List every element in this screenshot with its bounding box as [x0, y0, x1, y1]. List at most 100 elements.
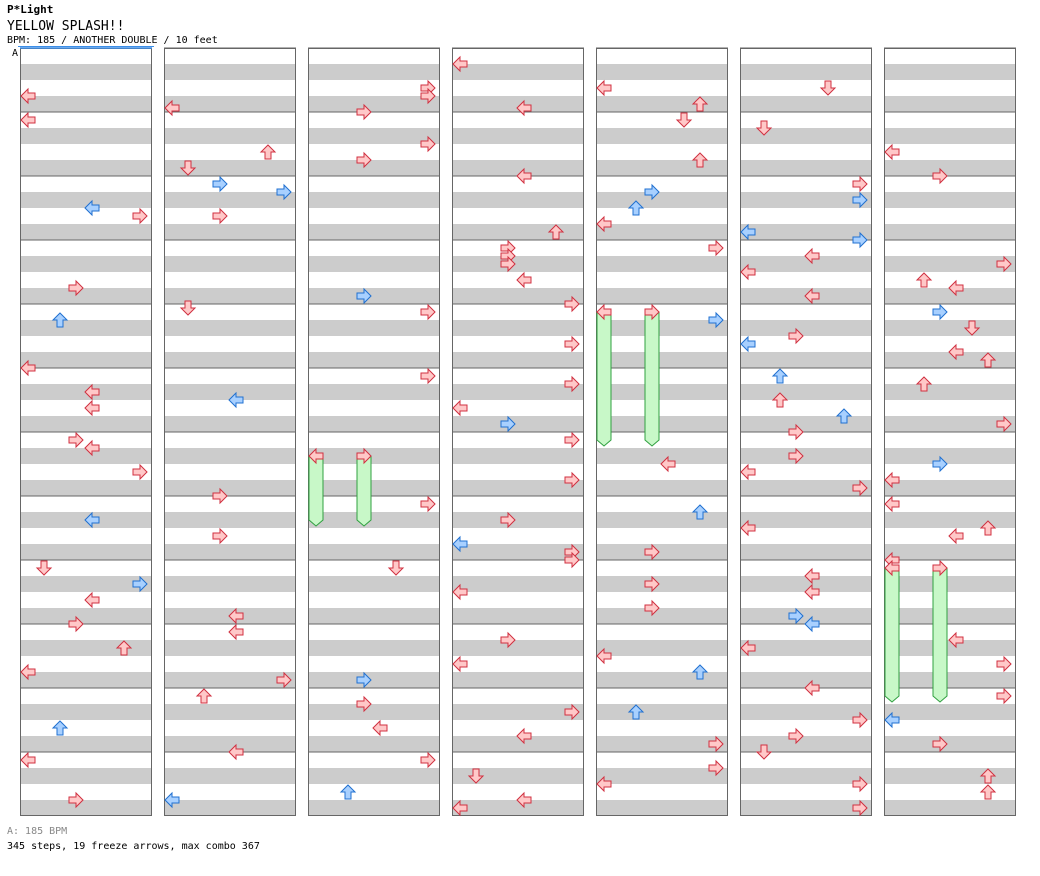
tempo-start-line	[18, 46, 154, 47]
step-arrow-left	[516, 167, 532, 185]
beat-stripe	[884, 368, 1016, 384]
step-arrow-left	[228, 743, 244, 761]
beat-stripe	[164, 208, 296, 224]
beat-stripe	[20, 448, 152, 464]
beat-stripe	[740, 800, 872, 816]
step-arrow-right	[788, 607, 804, 625]
step-arrow-right	[932, 735, 948, 753]
beat-stripe	[452, 144, 584, 160]
step-arrow-left	[452, 55, 468, 73]
beat-stripe	[596, 272, 728, 288]
beat-stripe	[740, 656, 872, 672]
beat-stripe	[308, 672, 440, 688]
step-arrow-left	[84, 199, 100, 217]
step-arrow-left	[804, 567, 820, 585]
lane-border	[740, 48, 872, 816]
step-arrow-up	[115, 640, 133, 656]
step-arrow-left	[740, 463, 756, 481]
beat-stripe	[740, 528, 872, 544]
step-arrow-left	[596, 775, 612, 793]
beat-stripe	[452, 368, 584, 384]
step-arrow-right	[132, 463, 148, 481]
step-arrow-left	[164, 791, 180, 809]
beat-stripe	[740, 272, 872, 288]
beat-stripe	[308, 496, 440, 512]
beat-stripe	[452, 304, 584, 320]
step-arrow-right	[212, 207, 228, 225]
step-arrow-left	[84, 383, 100, 401]
beat-stripe	[20, 608, 152, 624]
step-arrow-down	[819, 80, 837, 96]
beat-stripe	[596, 704, 728, 720]
beat-stripe	[164, 800, 296, 816]
beat-stripe	[20, 560, 152, 576]
beat-stripe	[452, 256, 584, 272]
beat-stripe	[884, 288, 1016, 304]
beat-stripe	[884, 592, 1016, 608]
beat-stripe	[740, 208, 872, 224]
beat-stripe	[596, 112, 728, 128]
beat-stripe	[884, 176, 1016, 192]
beat-stripe	[20, 336, 152, 352]
beat-stripe	[164, 736, 296, 752]
beat-stripe	[452, 672, 584, 688]
beat-stripe	[164, 432, 296, 448]
beat-stripe	[20, 128, 152, 144]
step-arrow-left	[596, 215, 612, 233]
beat-stripe	[596, 672, 728, 688]
beat-stripe	[20, 528, 152, 544]
beat-stripe	[740, 304, 872, 320]
step-arrow-right	[356, 695, 372, 713]
beat-stripe	[884, 272, 1016, 288]
beat-stripe	[20, 240, 152, 256]
lane-column	[164, 47, 296, 816]
step-arrow-up	[691, 152, 709, 168]
step-arrow-right	[356, 103, 372, 121]
beat-stripe	[452, 496, 584, 512]
step-arrow-left	[740, 519, 756, 537]
beat-stripe	[596, 96, 728, 112]
beat-stripe	[740, 704, 872, 720]
beat-stripe	[596, 736, 728, 752]
beat-stripe	[164, 80, 296, 96]
step-arrow-left	[20, 751, 36, 769]
beat-stripe	[452, 80, 584, 96]
freeze-arrow	[308, 455, 324, 527]
beat-stripe	[884, 336, 1016, 352]
beat-stripe	[596, 64, 728, 80]
beat-stripe	[308, 784, 440, 800]
beat-stripe	[308, 736, 440, 752]
beat-stripe	[308, 768, 440, 784]
beat-stripe	[596, 448, 728, 464]
beat-stripe	[740, 672, 872, 688]
beat-stripe	[308, 64, 440, 80]
beat-stripe	[308, 192, 440, 208]
lane-border	[164, 48, 296, 816]
beat-stripe	[596, 544, 728, 560]
step-arrow-down	[387, 560, 405, 576]
beat-stripe	[164, 688, 296, 704]
beat-stripe	[740, 448, 872, 464]
step-arrow-right	[420, 135, 436, 153]
step-arrow-down	[467, 768, 485, 784]
beat-stripe	[164, 64, 296, 80]
beat-stripe	[164, 128, 296, 144]
beat-stripe	[596, 592, 728, 608]
step-arrow-left	[740, 639, 756, 657]
beat-stripe	[452, 768, 584, 784]
beat-stripe	[308, 320, 440, 336]
step-arrow-up	[691, 96, 709, 112]
step-arrow-down	[755, 744, 773, 760]
beat-stripe	[596, 608, 728, 624]
beat-stripe	[740, 64, 872, 80]
beat-stripe	[452, 224, 584, 240]
freeze-head-arrow	[596, 303, 612, 321]
beat-stripe	[740, 80, 872, 96]
beat-stripe	[596, 656, 728, 672]
beat-stripe	[308, 592, 440, 608]
beat-stripe	[596, 256, 728, 272]
beat-stripe	[740, 720, 872, 736]
beat-stripe	[596, 176, 728, 192]
beat-stripe	[596, 336, 728, 352]
beat-stripe	[164, 560, 296, 576]
